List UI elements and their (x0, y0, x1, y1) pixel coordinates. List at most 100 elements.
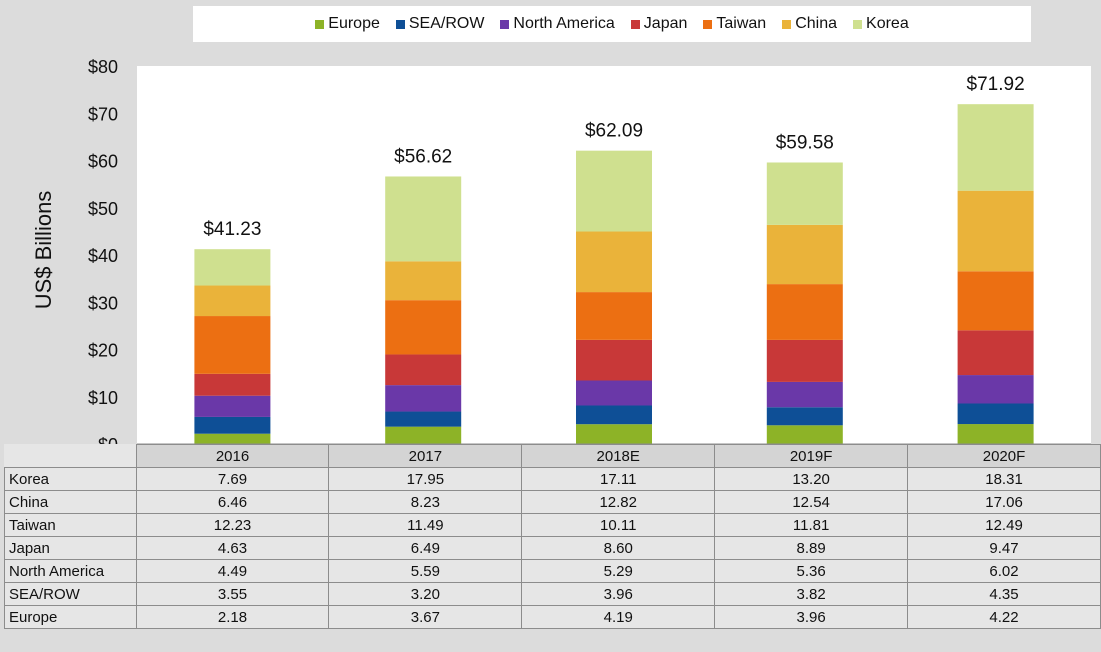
bar-segment-sea-row (766, 407, 843, 426)
table-cell: 11.49 (328, 513, 523, 537)
table-cell: 3.82 (714, 582, 909, 606)
legend-item: Japan (630, 15, 688, 33)
bar-total-label: $71.92 (967, 74, 1025, 95)
legend-label: Korea (866, 15, 909, 32)
legend-label: SEA/ROW (408, 15, 485, 32)
bar-segment-north-america (194, 395, 271, 417)
bar-segment-japan (194, 373, 271, 396)
y-tick-label: $70 (88, 104, 118, 124)
table-cell: 11.81 (714, 513, 909, 537)
table-cell: 8.89 (714, 536, 909, 560)
table-column-header: 2019F (714, 444, 909, 468)
bar-segment-north-america (766, 381, 843, 408)
legend-item: North America (500, 15, 615, 33)
table-row-label: China (4, 490, 137, 514)
y-tick-label: $50 (88, 199, 118, 219)
y-tick-label: $20 (88, 341, 118, 361)
table-corner (5, 445, 137, 468)
legend-label: China (795, 15, 838, 32)
table-row-label: Korea (4, 467, 137, 491)
table-cell: 4.19 (521, 605, 716, 629)
table-row: Taiwan 12.23 11.49 10.11 11.81 12.49 (4, 513, 1101, 537)
table-cell: 6.49 (328, 536, 523, 560)
legend-label: Taiwan (716, 15, 767, 32)
table-cell: 5.29 (521, 559, 716, 583)
bar-segment-china (194, 285, 271, 317)
bar-segment-north-america (576, 380, 652, 406)
table-cell: 17.95 (328, 467, 523, 491)
legend-item: Taiwan (703, 15, 766, 33)
bar-segment-sea-row (957, 403, 1034, 425)
legend-swatch (703, 19, 713, 29)
table-cell: 12.54 (714, 490, 909, 514)
y-tick-label: $40 (88, 246, 118, 266)
table-cell: 7.69 (135, 467, 330, 491)
bar-segment-europe (576, 424, 652, 444)
table-row-label: Europe (4, 605, 137, 629)
legend-label: Japan (643, 15, 688, 32)
bar-total-label: $56.62 (394, 146, 452, 167)
legend-swatch (630, 19, 640, 29)
table-cell: 5.36 (714, 559, 909, 583)
y-tick-label: $10 (88, 388, 118, 408)
legend-label: North America (513, 15, 615, 32)
bar-segment-europe (385, 426, 462, 444)
bar-segment-europe (766, 425, 843, 444)
bar-segment-north-america (957, 375, 1034, 404)
bar-segment-japan (576, 339, 652, 381)
table-cell: 8.23 (328, 490, 523, 514)
table-cell: 9.47 (907, 536, 1101, 560)
table-row: Europe 2.18 3.67 4.19 3.96 4.22 (4, 605, 1101, 629)
table-column-header: 2020F (907, 444, 1101, 468)
bar-segment-taiwan (957, 271, 1034, 331)
legend-swatch (395, 19, 405, 29)
y-tick-label: $80 (88, 57, 118, 77)
legend-item: SEA/ROW (395, 15, 485, 33)
table-cell: 3.20 (328, 582, 523, 606)
legend-label: Europe (328, 15, 380, 32)
bar-segment-china (576, 231, 652, 293)
table-row: SEA/ROW 3.55 3.20 3.96 3.82 4.35 (4, 582, 1101, 606)
table-header-row: 2016 2017 2018E 2019F 2020F (5, 444, 1101, 468)
table-cell: 17.06 (907, 490, 1101, 514)
table-cell: 12.23 (135, 513, 330, 537)
legend-swatch (853, 19, 863, 29)
table-cell: 3.96 (521, 582, 716, 606)
bar-segment-korea (194, 249, 271, 286)
bar-segment-korea (957, 104, 1034, 191)
table-cell: 18.31 (907, 467, 1101, 491)
y-tick-label: $30 (88, 293, 118, 313)
bar-segment-taiwan (766, 284, 843, 340)
legend-item: Europe (315, 15, 380, 33)
table-row-label: Japan (4, 536, 137, 560)
bar-segment-north-america (385, 385, 462, 412)
bar-segment-japan (766, 339, 843, 382)
table-column-header: 2017 (328, 444, 523, 468)
table-cell: 2.18 (135, 605, 330, 629)
bar-segment-europe (194, 433, 271, 444)
bar-segment-taiwan (576, 292, 652, 340)
bar-segment-taiwan (194, 316, 271, 374)
table-row: Korea 7.69 17.95 17.11 13.20 18.31 (4, 467, 1101, 491)
table-cell: 5.59 (328, 559, 523, 583)
table-cell: 4.63 (135, 536, 330, 560)
bar-total-label: $62.09 (585, 121, 643, 142)
table-row: North America 4.49 5.59 5.29 5.36 6.02 (4, 559, 1101, 583)
bar-segment-sea-row (576, 405, 652, 425)
bar-segment-korea (576, 150, 652, 232)
bar-segment-japan (385, 354, 462, 386)
table-cell: 3.67 (328, 605, 523, 629)
bar-segment-sea-row (385, 411, 462, 427)
bar-segment-china (957, 190, 1034, 272)
table-cell: 4.49 (135, 559, 330, 583)
bar-segment-japan (957, 330, 1034, 376)
table-row-label: SEA/ROW (4, 582, 137, 606)
table-cell: 13.20 (714, 467, 909, 491)
bar-total-label: $41.23 (203, 219, 261, 240)
y-tick-label: $60 (88, 152, 118, 172)
data-table: 2016 2017 2018E 2019F 2020F Korea 7.69 17.95 17… (4, 444, 1101, 629)
table-cell: 17.11 (521, 467, 716, 491)
legend: Europe SEA/ROW North America Japan Taiwan Chi… (193, 6, 1031, 42)
bar-segment-korea (385, 176, 462, 262)
